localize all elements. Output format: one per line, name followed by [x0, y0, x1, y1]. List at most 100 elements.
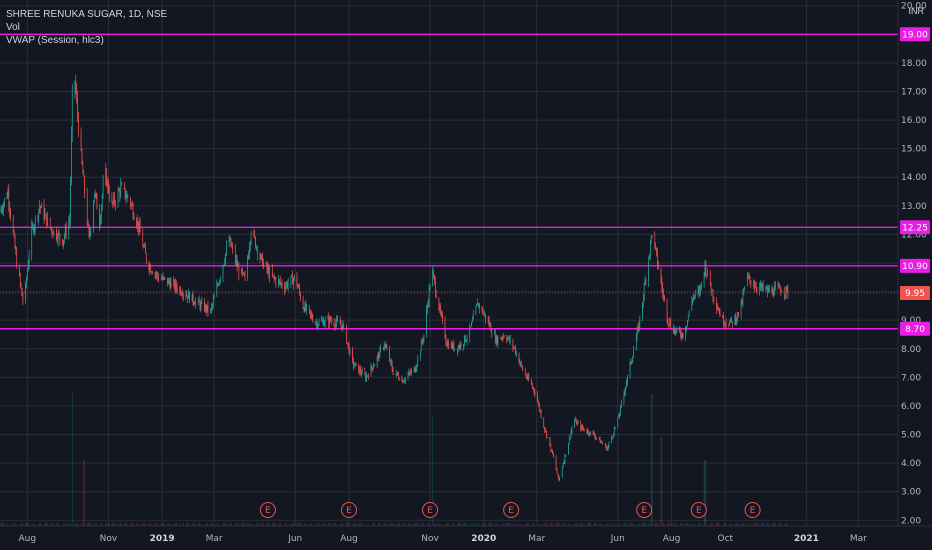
- volume-bar: [367, 524, 368, 526]
- candle-body: [27, 270, 28, 280]
- candle-body: [311, 314, 313, 319]
- candle-body: [760, 283, 761, 287]
- volume-bar: [247, 523, 248, 526]
- candle-body: [747, 275, 749, 277]
- volume-bar: [4, 522, 5, 526]
- candle-body: [546, 430, 547, 437]
- volume-bar: [411, 523, 412, 526]
- volume-bar: [779, 523, 781, 526]
- candle-body: [762, 283, 764, 289]
- candle-body: [639, 317, 641, 330]
- candle-body: [373, 366, 374, 369]
- volume-bar: [51, 523, 53, 526]
- candle-body: [80, 132, 82, 151]
- volume-bar: [563, 524, 565, 526]
- volume-bar: [136, 523, 137, 526]
- candle-body: [593, 432, 595, 436]
- candle-body: [299, 287, 300, 293]
- volume-bar: [371, 524, 373, 526]
- legend-volume[interactable]: Vol: [6, 22, 20, 33]
- candle-body: [346, 342, 348, 344]
- candle-body: [734, 315, 736, 325]
- earnings-marker[interactable]: [503, 502, 520, 518]
- candle-body: [348, 344, 350, 354]
- candle-body: [2, 210, 3, 211]
- volume-bar: [305, 523, 307, 526]
- volume-bar: [777, 524, 779, 526]
- volume-bar: [651, 394, 653, 526]
- candle-body: [784, 292, 785, 295]
- volume-bar: [309, 524, 311, 526]
- volume-bar: [676, 524, 678, 526]
- candle-body: [385, 344, 387, 348]
- earnings-marker[interactable]: [340, 502, 357, 518]
- candle-body: [175, 282, 177, 288]
- candle-body: [744, 286, 745, 290]
- candle-body: [168, 279, 169, 284]
- candle-body: [26, 279, 27, 284]
- volume-bar: [662, 524, 664, 526]
- candle-body: [201, 301, 203, 303]
- volume-bar: [626, 523, 627, 526]
- candle-body: [20, 283, 22, 289]
- volume-bar: [10, 522, 11, 526]
- volume-bar: [88, 523, 90, 526]
- volume-bar: [416, 523, 418, 526]
- volume-bar: [188, 523, 189, 526]
- volume-bar: [619, 523, 620, 526]
- candle-body: [93, 193, 95, 203]
- candle-body: [672, 327, 674, 333]
- volume-bar: [459, 522, 461, 526]
- candle-body: [738, 311, 739, 316]
- time-tick-label: Aug: [663, 534, 681, 544]
- candle-body: [426, 310, 427, 335]
- volume-bar: [21, 523, 23, 526]
- candle-body: [483, 314, 485, 315]
- volume-bar: [587, 523, 589, 526]
- candle-body: [229, 238, 231, 241]
- candle-body: [463, 344, 464, 347]
- candle-body: [577, 422, 579, 424]
- volume-bar: [732, 524, 733, 526]
- candle-body: [145, 246, 146, 254]
- earnings-marker[interactable]: [744, 502, 761, 518]
- candle-body: [581, 426, 582, 430]
- volume-bar: [218, 522, 219, 526]
- earnings-marker[interactable]: [422, 502, 439, 518]
- volume-bar: [158, 523, 159, 526]
- volume-bar: [432, 416, 433, 526]
- volume-bar: [470, 522, 471, 526]
- volume-bar: [558, 522, 560, 526]
- volume-bar: [755, 522, 757, 526]
- price-tick-label: 15.00: [901, 145, 927, 155]
- volume-bar: [440, 524, 441, 526]
- candle-body: [88, 225, 90, 237]
- volume-bar: [287, 524, 289, 526]
- volume-bar: [697, 523, 699, 526]
- volume-bar: [249, 524, 251, 526]
- candle-body: [712, 289, 714, 298]
- volume-bar: [691, 524, 693, 526]
- candle-body: [512, 339, 514, 348]
- volume-bar: [457, 523, 459, 526]
- legend-symbol[interactable]: SHREE RENUKA SUGAR, 1D, NSE: [6, 9, 168, 20]
- candle-body: [737, 311, 738, 319]
- volume-bar: [556, 524, 558, 526]
- candle-body: [361, 372, 362, 375]
- volume-bar: [16, 524, 18, 526]
- candle-body: [401, 379, 403, 381]
- volume-bar: [718, 524, 720, 526]
- volume-bar: [297, 523, 299, 526]
- earnings-marker[interactable]: [690, 502, 707, 518]
- candle-body: [420, 351, 421, 358]
- legend-vwap[interactable]: VWAP (Session, hlc3): [6, 35, 104, 46]
- time-axis: Aug Nov 2019 Mar Jun Aug Nov 2020 Mar Jun Aug Oct 20…: [19, 534, 868, 544]
- volume-bar: [475, 522, 477, 526]
- earnings-marker[interactable]: [636, 502, 653, 518]
- volume-bar: [442, 523, 443, 526]
- volume-bar: [155, 522, 157, 526]
- candle-body: [637, 325, 639, 331]
- earnings-marker[interactable]: [259, 502, 276, 518]
